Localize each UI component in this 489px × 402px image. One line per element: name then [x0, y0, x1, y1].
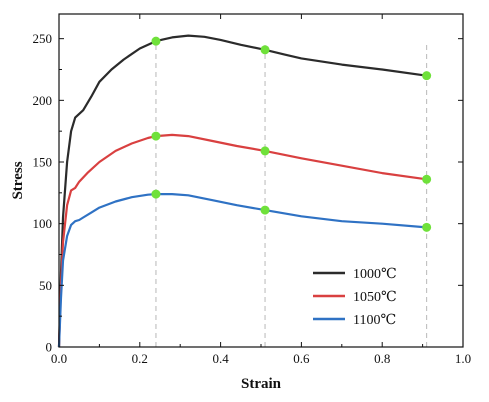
series-line [57, 133, 427, 348]
x-tick-label: 0.2 [132, 351, 148, 366]
y-tick-label: 50 [39, 278, 52, 293]
legend-label: 1000℃ [353, 267, 397, 282]
data-point [151, 189, 161, 199]
y-ticks: 0 50 100 150 200 250 [33, 31, 463, 355]
legend: 1000℃ 1050℃ 1100℃ [313, 267, 397, 328]
y-tick-label: 100 [33, 216, 53, 231]
x-ticks: 0.0 0.2 0.4 0.6 0.8 1.0 [51, 14, 471, 366]
legend-label: 1100℃ [353, 313, 396, 328]
y-tick-label: 250 [33, 31, 53, 46]
data-point [151, 36, 161, 46]
data-point [151, 131, 161, 141]
y-axis-title: Stress [10, 161, 26, 199]
x-axis-title: Strain [241, 376, 282, 392]
data-point [422, 222, 432, 232]
series-lines [57, 34, 427, 348]
reference-lines [155, 44, 428, 347]
x-tick-label: 0.4 [212, 351, 229, 366]
data-point [260, 45, 270, 55]
x-tick-label: 0.8 [374, 351, 390, 366]
data-point [422, 174, 432, 184]
y-tick-label: 200 [33, 93, 53, 108]
y-tick-label: 0 [46, 340, 53, 355]
x-tick-label: 0.6 [293, 351, 310, 366]
x-tick-label: 0.0 [51, 351, 67, 366]
data-point [422, 71, 432, 81]
data-point [260, 205, 270, 215]
data-point [260, 146, 270, 156]
marker-points [151, 36, 432, 232]
legend-label: 1050℃ [353, 290, 397, 305]
x-tick-label: 1.0 [455, 351, 471, 366]
y-tick-label: 150 [33, 155, 53, 170]
series-line [57, 34, 427, 348]
series-line [57, 193, 427, 348]
